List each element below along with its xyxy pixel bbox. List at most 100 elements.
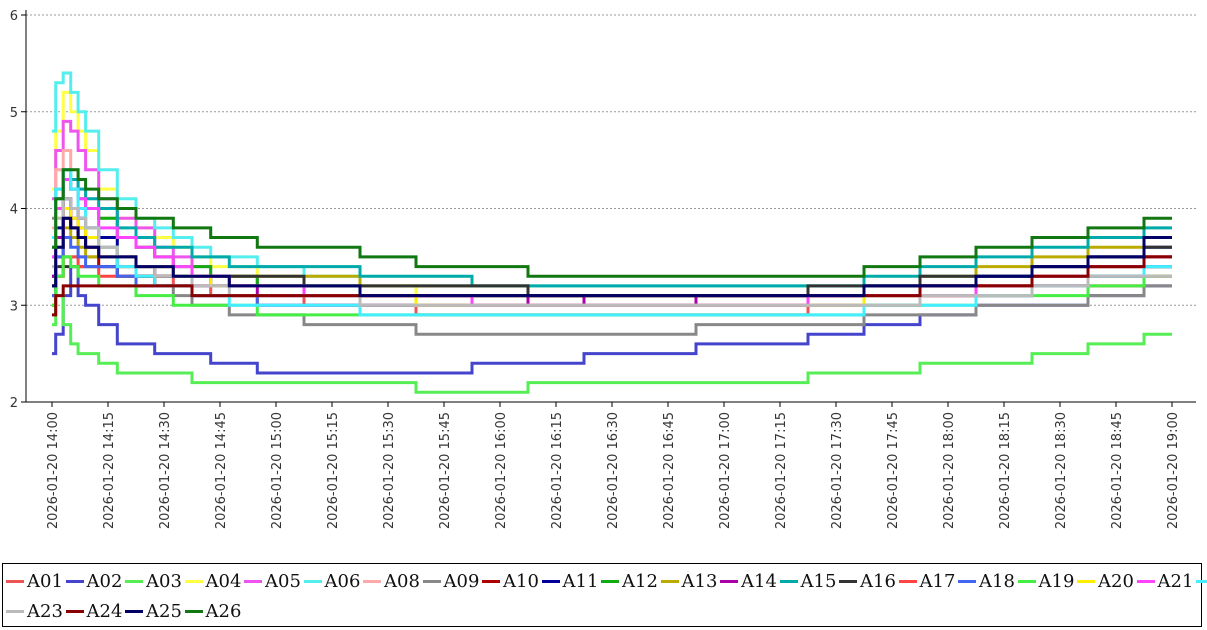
legend-label: A11 (562, 570, 599, 592)
legend-label: A03 (146, 570, 182, 592)
legend-swatch (6, 579, 24, 583)
legend-label: A21 (1157, 570, 1194, 592)
legend-item-a01: A01 (6, 567, 63, 595)
legend-swatch (125, 579, 143, 583)
legend-item-a15: A15 (779, 567, 836, 595)
y-tick-label: 2 (10, 396, 18, 411)
legend-item-a10: A10 (482, 567, 539, 595)
legend-swatch (482, 579, 500, 583)
x-tick-label: 2026-01-20 15:15 (326, 412, 341, 529)
legend-swatch (898, 579, 917, 583)
series-line-a22 (52, 168, 1172, 317)
legend-item-a18: A18 (958, 567, 1015, 595)
x-tick-label: 2026-01-20 16:45 (662, 412, 677, 529)
series-line-a09 (52, 187, 1172, 336)
x-tick-label: 2026-01-20 17:30 (830, 412, 845, 529)
series-line-a17 (52, 255, 1172, 307)
x-tick-label: 2026-01-20 15:00 (270, 412, 285, 529)
legend-item-a25: A25 (125, 597, 182, 625)
series-line-a03 (52, 294, 1172, 394)
legend-label: A23 (27, 600, 63, 622)
legend-item-a02: A02 (65, 567, 123, 595)
legend-item-a13: A13 (660, 567, 717, 595)
legend-label: A01 (27, 570, 63, 592)
legend-label: A18 (979, 570, 1015, 592)
x-tick-label: 2026-01-20 17:15 (774, 412, 789, 529)
y-tick-label: 4 (10, 203, 18, 218)
series-line-a26 (52, 168, 1172, 278)
legend-swatch (363, 579, 381, 583)
x-tick-label: 2026-01-20 18:45 (1110, 412, 1125, 529)
legend-label: A10 (503, 570, 539, 592)
legend-item-a05: A05 (244, 567, 301, 595)
chart-legend: A01 A02 A03 A04 A05 A06 A08 A09 A10 A11 A12 A13 A14 A… (2, 563, 1207, 627)
legend-swatch (839, 579, 857, 583)
legend-swatch (6, 609, 24, 613)
legend-item-a17: A17 (898, 567, 956, 595)
legend-label: A12 (622, 570, 658, 592)
series-line-a06 (52, 71, 1172, 288)
legend-label: A19 (1038, 570, 1075, 592)
legend-swatch (541, 579, 560, 583)
legend-label: A02 (86, 570, 123, 592)
legend-item-a24: A24 (65, 597, 123, 625)
legend-swatch (660, 579, 679, 583)
legend-swatch (65, 609, 84, 613)
legend-swatch (244, 579, 262, 583)
legend-item-a22: A22 (1196, 567, 1207, 595)
legend-swatch (1136, 579, 1155, 583)
legend-swatch (65, 579, 84, 583)
series-line-a16 (52, 245, 1172, 298)
legend-item-a21: A21 (1136, 567, 1194, 595)
legend-item-a16: A16 (839, 567, 896, 595)
series-line-a02 (52, 265, 1172, 375)
x-tick-label: 2026-01-20 18:00 (942, 412, 957, 529)
series-line-a15 (52, 168, 1172, 288)
legend-item-a26: A26 (184, 597, 241, 625)
legend-label: A04 (205, 570, 242, 592)
x-tick-label: 2026-01-20 18:30 (1054, 412, 1069, 529)
legend-item-a20: A20 (1077, 567, 1134, 595)
legend-label: A24 (86, 600, 123, 622)
legend-swatch (779, 579, 798, 583)
line-chart: 2 3 4 5 6 2026-01-20 14:00 2026-01-20 14:15 202… (10, 9, 1196, 529)
x-tick-label: 2026-01-20 17:00 (718, 412, 733, 529)
x-tick-label: 2026-01-20 16:15 (550, 412, 565, 529)
y-tick-label: 6 (10, 9, 18, 24)
legend-item-a23: A23 (6, 597, 63, 625)
legend-item-a11: A11 (541, 567, 599, 595)
legend-swatch (184, 609, 203, 613)
legend-swatch (1196, 579, 1207, 583)
legend-label: A06 (324, 570, 361, 592)
legend-swatch (303, 579, 322, 583)
series-line-a04 (52, 90, 1172, 307)
legend-label: A17 (919, 570, 956, 592)
legend-swatch (720, 579, 738, 583)
x-tick-label: 2026-01-20 14:30 (158, 412, 173, 529)
legend-swatch (958, 579, 976, 583)
x-tick-label: 2026-01-20 17:45 (886, 412, 901, 529)
legend-swatch (184, 579, 203, 583)
series-line-a23 (52, 197, 1172, 307)
legend-label: A08 (384, 570, 420, 592)
legend-label: A14 (741, 570, 777, 592)
x-tick-label: 2026-01-20 16:30 (606, 412, 621, 529)
legend-item-a03: A03 (125, 567, 182, 595)
x-tick-label: 2026-01-20 16:00 (494, 412, 509, 529)
legend-label: A05 (265, 570, 301, 592)
legend-swatch (1077, 579, 1095, 583)
y-tick-label: 3 (10, 299, 18, 314)
legend-item-a08: A08 (363, 567, 420, 595)
legend-label: A09 (443, 570, 480, 592)
legend-item-a06: A06 (303, 567, 361, 595)
x-tick-label: 2026-01-20 15:30 (382, 412, 397, 529)
legend-item-a19: A19 (1017, 567, 1075, 595)
legend-label: A20 (1098, 570, 1134, 592)
legend-swatch (125, 609, 143, 613)
legend-item-a12: A12 (601, 567, 658, 595)
x-tick-label: 2026-01-20 15:45 (438, 412, 453, 529)
x-tick-label: 2026-01-20 14:15 (102, 412, 117, 529)
y-tick-label: 5 (10, 106, 18, 121)
x-tick-label: 2026-01-20 19:00 (1166, 412, 1181, 529)
legend-item-a04: A04 (184, 567, 242, 595)
